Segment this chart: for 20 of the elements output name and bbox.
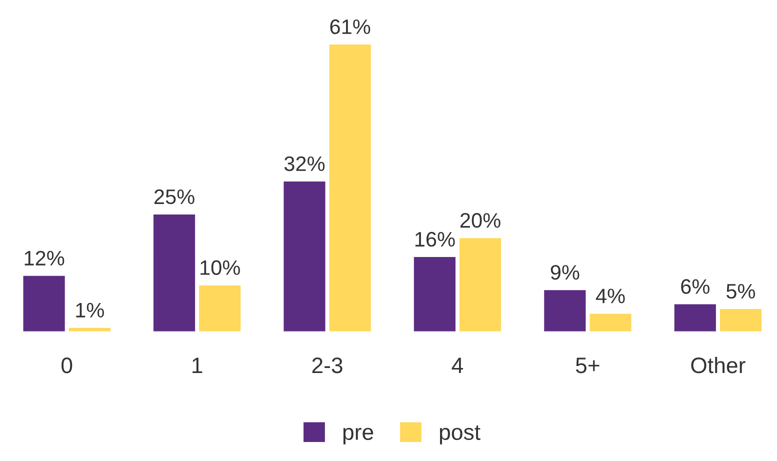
legend-label: post (440, 425, 480, 444)
data-label: 10% (200, 260, 240, 276)
data-label: 61% (330, 19, 370, 34)
legend-label: pre (343, 428, 374, 444)
data-label: 9% (550, 264, 580, 280)
x-tick-label: 0 (62, 358, 72, 374)
data-label: 25% (154, 189, 194, 204)
data-label: 1% (76, 302, 104, 318)
data-label: 16% (415, 232, 455, 247)
x-tick-label: 2-3 (312, 358, 342, 374)
x-tick-label: 5+ (576, 358, 600, 374)
x-tick-label: 1 (192, 358, 202, 374)
data-label: 20% (460, 213, 500, 228)
data-label: 12% (24, 250, 64, 266)
x-tick-label: 4 (452, 358, 464, 374)
data-label: 32% (284, 156, 325, 172)
x-tick-label: Other (691, 356, 746, 374)
data-label: 5% (726, 284, 756, 299)
data-label: 4% (596, 288, 625, 304)
data-label: 6% (681, 279, 710, 294)
